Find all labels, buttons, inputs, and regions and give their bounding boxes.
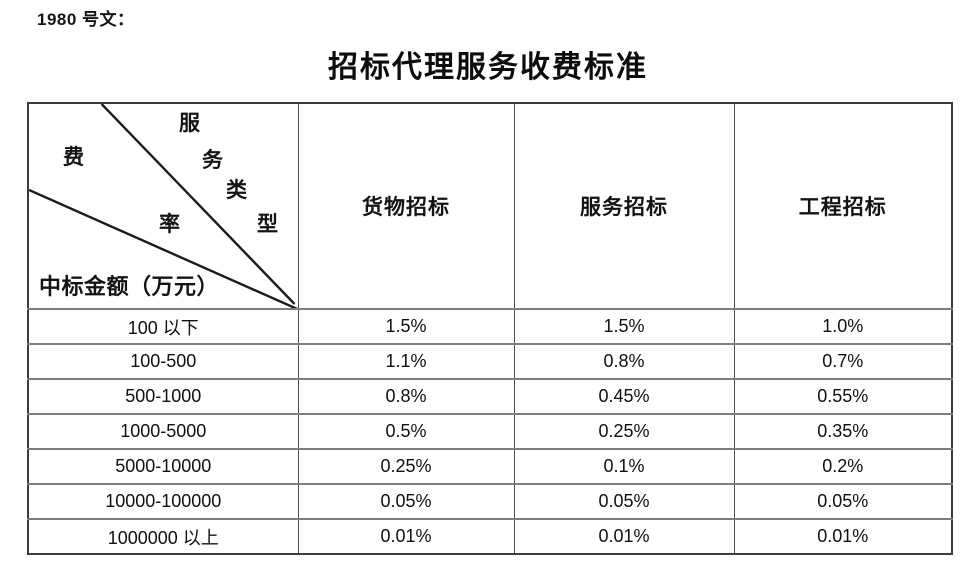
amount-range-cell: 10000-100000	[27, 483, 299, 520]
fee-standard-table: 服 费 务 类 率 型 中标金额（万元） 货物招标 服务招标 工程招标 100 …	[27, 102, 953, 555]
amount-range-cell: 1000-5000	[27, 413, 299, 450]
rate-cell-works: 0.05%	[733, 483, 953, 520]
fee-row: 100-500 1.1% 0.8% 0.7%	[27, 343, 953, 380]
diagonal-divider-lines	[29, 104, 297, 308]
rate-cell-works: 0.7%	[733, 343, 953, 380]
column-header-works-bidding: 工程招标	[733, 102, 953, 310]
page-title: 招标代理服务收费标准	[328, 51, 648, 84]
column-header-service-bidding: 服务招标	[513, 102, 735, 310]
rate-cell-service: 0.45%	[513, 378, 735, 415]
corner-header-cell: 服 费 务 类 率 型 中标金额（万元）	[27, 102, 299, 310]
header-row: 服 费 务 类 率 型 中标金额（万元） 货物招标 服务招标 工程招标	[27, 102, 953, 310]
rate-cell-goods: 1.5%	[297, 308, 515, 345]
doc-number-label: 1980 号文：	[37, 10, 135, 29]
rate-cell-service: 0.8%	[513, 343, 735, 380]
corner-label-fee-char1: 费	[63, 145, 84, 169]
rate-cell-works: 1.0%	[733, 308, 953, 345]
rate-cell-works: 0.01%	[733, 518, 953, 555]
corner-label-service-type-char2: 务	[202, 148, 223, 172]
fee-row: 100 以下 1.5% 1.5% 1.0%	[27, 308, 953, 345]
amount-range-cell: 100-500	[27, 343, 299, 380]
amount-range-cell: 500-1000	[27, 378, 299, 415]
rate-cell-service: 0.1%	[513, 448, 735, 485]
corner-label-bid-amount: 中标金额（万元）	[39, 274, 220, 299]
rate-cell-service: 0.01%	[513, 518, 735, 555]
amount-range-cell: 5000-10000	[27, 448, 299, 485]
fee-row: 1000000 以上 0.01% 0.01% 0.01%	[27, 518, 953, 555]
rate-cell-works: 0.55%	[733, 378, 953, 415]
rate-cell-works: 0.2%	[733, 448, 953, 485]
corner-label-fee-char2: 率	[159, 212, 180, 236]
rate-cell-service: 1.5%	[513, 308, 735, 345]
rate-cell-goods: 0.01%	[297, 518, 515, 555]
fee-row: 1000-5000 0.5% 0.25% 0.35%	[27, 413, 953, 450]
corner-label-service-type-char4: 型	[257, 212, 278, 236]
amount-range-cell: 1000000 以上	[27, 518, 299, 555]
fee-row: 10000-100000 0.05% 0.05% 0.05%	[27, 483, 953, 520]
column-header-goods-bidding: 货物招标	[297, 102, 515, 310]
rate-cell-service: 0.05%	[513, 483, 735, 520]
rate-cell-works: 0.35%	[733, 413, 953, 450]
rate-cell-goods: 0.5%	[297, 413, 515, 450]
corner-label-service-type-char3: 类	[226, 178, 247, 202]
rate-cell-goods: 0.25%	[297, 448, 515, 485]
fee-row: 500-1000 0.8% 0.45% 0.55%	[27, 378, 953, 415]
corner-label-service-type-char1: 服	[179, 111, 200, 135]
fee-row: 5000-10000 0.25% 0.1% 0.2%	[27, 448, 953, 485]
rate-cell-goods: 0.05%	[297, 483, 515, 520]
rate-cell-service: 0.25%	[513, 413, 735, 450]
rate-cell-goods: 1.1%	[297, 343, 515, 380]
rate-cell-goods: 0.8%	[297, 378, 515, 415]
amount-range-cell: 100 以下	[27, 308, 299, 345]
